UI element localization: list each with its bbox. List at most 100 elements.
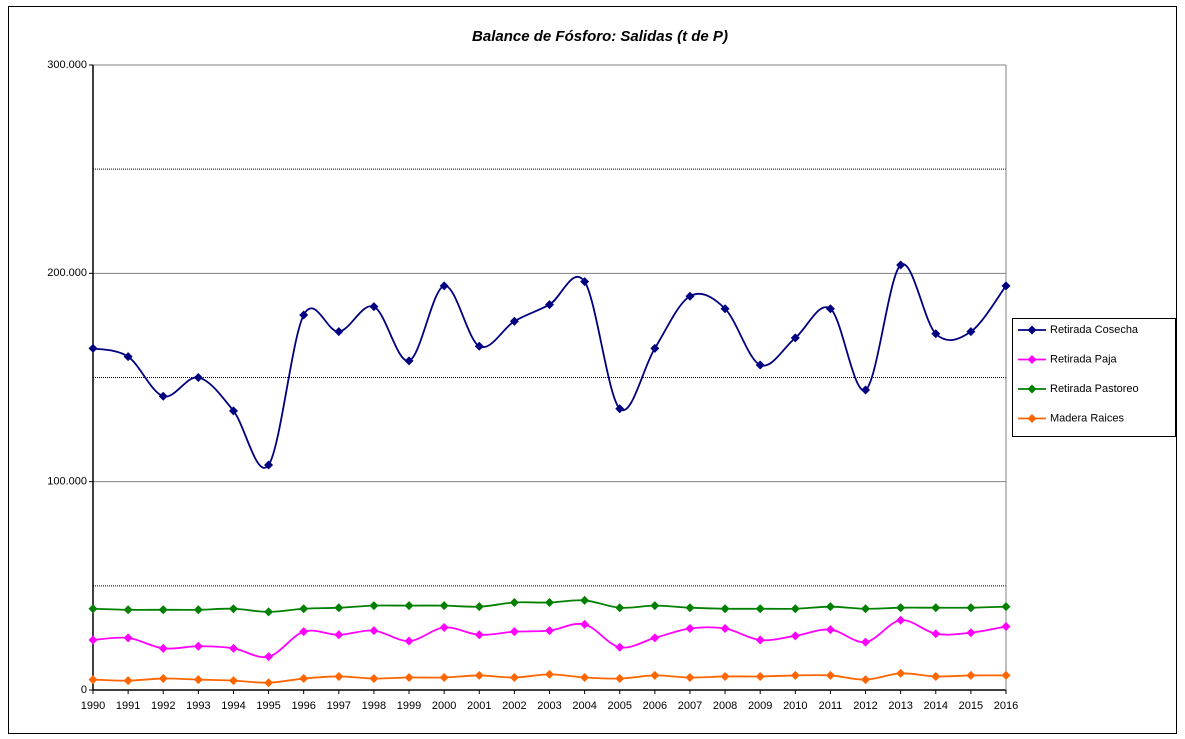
marker — [228, 604, 238, 614]
x-tick-label: 1994 — [221, 700, 245, 712]
legend-label: Retirada Cosecha — [1050, 324, 1139, 336]
x-tick-label: 1996 — [291, 700, 315, 712]
marker — [545, 669, 554, 679]
x-tick-label: 1999 — [397, 700, 421, 712]
marker — [228, 676, 238, 686]
marker — [299, 674, 309, 684]
marker — [861, 385, 871, 395]
marker — [509, 598, 519, 607]
x-tick-label: 1991 — [116, 700, 140, 712]
marker — [334, 630, 344, 640]
marker — [439, 673, 449, 682]
marker — [861, 604, 871, 614]
marker — [404, 356, 414, 366]
x-tick-label: 1997 — [327, 700, 351, 712]
marker — [966, 327, 976, 337]
marker — [1001, 621, 1011, 631]
marker — [896, 603, 906, 613]
x-tick-label: 2000 — [432, 700, 456, 712]
marker — [685, 603, 695, 613]
marker — [509, 673, 519, 682]
marker — [755, 604, 765, 614]
marker — [896, 260, 906, 270]
marker — [720, 304, 730, 314]
marker — [193, 373, 203, 382]
marker — [650, 601, 660, 611]
marker — [720, 624, 730, 634]
marker — [615, 404, 625, 414]
marker — [299, 627, 309, 637]
marker — [545, 300, 554, 310]
marker — [790, 631, 800, 641]
marker — [825, 304, 835, 314]
marker — [755, 360, 765, 370]
marker — [1001, 281, 1011, 291]
marker — [545, 598, 554, 607]
marker — [615, 603, 625, 613]
marker — [474, 602, 484, 612]
marker — [88, 343, 98, 353]
marker — [861, 637, 871, 647]
legend-marker — [1027, 325, 1037, 335]
marker — [931, 671, 941, 681]
x-tick-label: 2013 — [888, 700, 912, 712]
marker — [404, 673, 414, 682]
marker — [264, 652, 274, 662]
x-tick-label: 2016 — [994, 700, 1018, 712]
marker — [685, 291, 695, 301]
marker — [299, 310, 309, 320]
marker — [439, 623, 449, 632]
marker — [615, 674, 625, 684]
marker — [966, 603, 976, 613]
marker — [299, 604, 309, 614]
marker — [369, 674, 379, 684]
marker — [158, 605, 168, 615]
marker — [439, 281, 449, 291]
x-tick-label: 1993 — [186, 700, 210, 712]
marker — [158, 391, 168, 401]
marker — [123, 633, 133, 643]
x-tick-label: 1992 — [151, 700, 175, 712]
x-tick-label: 2014 — [924, 700, 948, 712]
x-tick-label: 2008 — [713, 700, 737, 712]
marker — [615, 642, 625, 652]
marker — [264, 678, 274, 688]
marker — [228, 643, 238, 653]
marker — [790, 670, 800, 680]
x-tick-label: 2005 — [607, 700, 631, 712]
marker — [720, 604, 730, 614]
marker — [369, 601, 379, 611]
marker — [755, 635, 765, 645]
x-tick-label: 2011 — [819, 700, 843, 712]
x-tick-label: 2010 — [783, 700, 807, 712]
marker — [931, 629, 941, 639]
marker — [88, 635, 98, 645]
y-tick-label: 300.000 — [47, 59, 87, 71]
marker — [650, 343, 660, 353]
marker — [509, 627, 519, 637]
marker — [88, 675, 98, 685]
marker — [474, 670, 484, 680]
x-tick-label: 1998 — [362, 700, 386, 712]
legend-label: Retirada Paja — [1050, 353, 1118, 365]
chart-title: Balance de Fósforo: Salidas (t de P) — [472, 28, 728, 45]
marker — [580, 673, 590, 682]
x-tick-label: 2002 — [502, 700, 526, 712]
legend-marker — [1027, 414, 1037, 423]
marker — [580, 277, 590, 287]
marker — [509, 316, 519, 326]
marker — [931, 329, 941, 339]
y-tick-label: 200.000 — [47, 267, 87, 279]
marker — [88, 604, 98, 614]
x-tick-label: 2015 — [959, 700, 983, 712]
chart-frame — [8, 6, 1177, 734]
x-tick-label: 1990 — [81, 700, 105, 712]
marker — [896, 668, 906, 678]
x-tick-label: 1995 — [256, 700, 280, 712]
marker — [790, 333, 800, 343]
marker — [334, 603, 344, 613]
marker — [264, 460, 274, 470]
marker — [825, 625, 835, 635]
x-tick-label: 2001 — [467, 700, 491, 712]
